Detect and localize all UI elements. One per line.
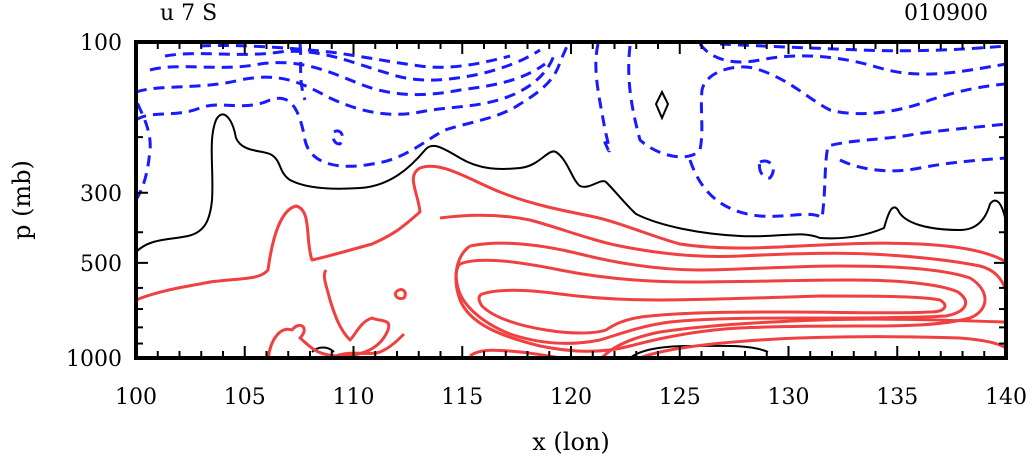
x-tick-label: 100 [115, 385, 157, 410]
negative-contour-7 [594, 43, 611, 153]
y-tick-label: 100 [80, 31, 122, 56]
y-tick-label: 300 [80, 182, 122, 207]
positive-contour-2 [439, 213, 1006, 291]
y-tick-label: 500 [80, 252, 122, 277]
x-axis-title: x (lon) [532, 428, 609, 456]
y-axis: 100 300 500 1000 [66, 31, 1006, 372]
positive-contour-3 [454, 241, 987, 353]
negative-contour-5 [199, 43, 511, 69]
positive-contour-4 [454, 258, 968, 345]
negative-contours [136, 42, 1006, 220]
negative-contour-12 [839, 156, 1006, 173]
plot-frame [134, 40, 1008, 360]
contours [136, 42, 1006, 358]
zero-contour-main [136, 113, 1006, 253]
positive-contour-6 [599, 317, 1006, 358]
x-axis: 100 105 110 115 120 125 130 135 140 [115, 42, 1027, 410]
zero-contours [136, 113, 1006, 358]
y-axis-title: p (mb) [8, 160, 36, 240]
negative-contour-11 [688, 122, 1006, 220]
x-tick-label: 105 [224, 385, 266, 410]
negative-contour-15 [298, 43, 307, 101]
negative-contour-8 [627, 45, 1006, 159]
chart-title-left: u 7 S [160, 1, 217, 26]
closed-contour-marker [654, 89, 670, 121]
negative-contour-1 [136, 43, 570, 168]
negative-contour-14 [331, 129, 344, 146]
positive-contour-9 [335, 332, 406, 358]
negative-contour-4 [164, 48, 541, 82]
x-tick-label: 140 [985, 385, 1027, 410]
positive-contour-5 [477, 288, 947, 335]
negative-contour-13 [758, 159, 775, 180]
chart-title-right: 010900 [904, 1, 988, 26]
x-tick-label: 120 [550, 385, 592, 410]
negative-contour-3 [149, 61, 546, 97]
x-tick-label: 125 [659, 385, 701, 410]
positive-contour-10 [394, 288, 407, 300]
positive-contour-8 [266, 269, 391, 358]
x-tick-label: 135 [876, 385, 918, 410]
y-tick-label: 1000 [66, 347, 122, 372]
negative-contour-6 [136, 99, 152, 201]
x-tick-label: 130 [768, 385, 810, 410]
positive-contours [136, 164, 1006, 358]
x-tick-label: 115 [441, 385, 483, 410]
x-tick-label: 110 [333, 385, 375, 410]
negative-contour-10 [719, 42, 1006, 53]
negative-contour-2 [136, 51, 557, 116]
positive-contour-1 [136, 164, 1006, 302]
negative-contour-9 [698, 43, 1006, 76]
positive-contour-7 [639, 335, 1006, 358]
